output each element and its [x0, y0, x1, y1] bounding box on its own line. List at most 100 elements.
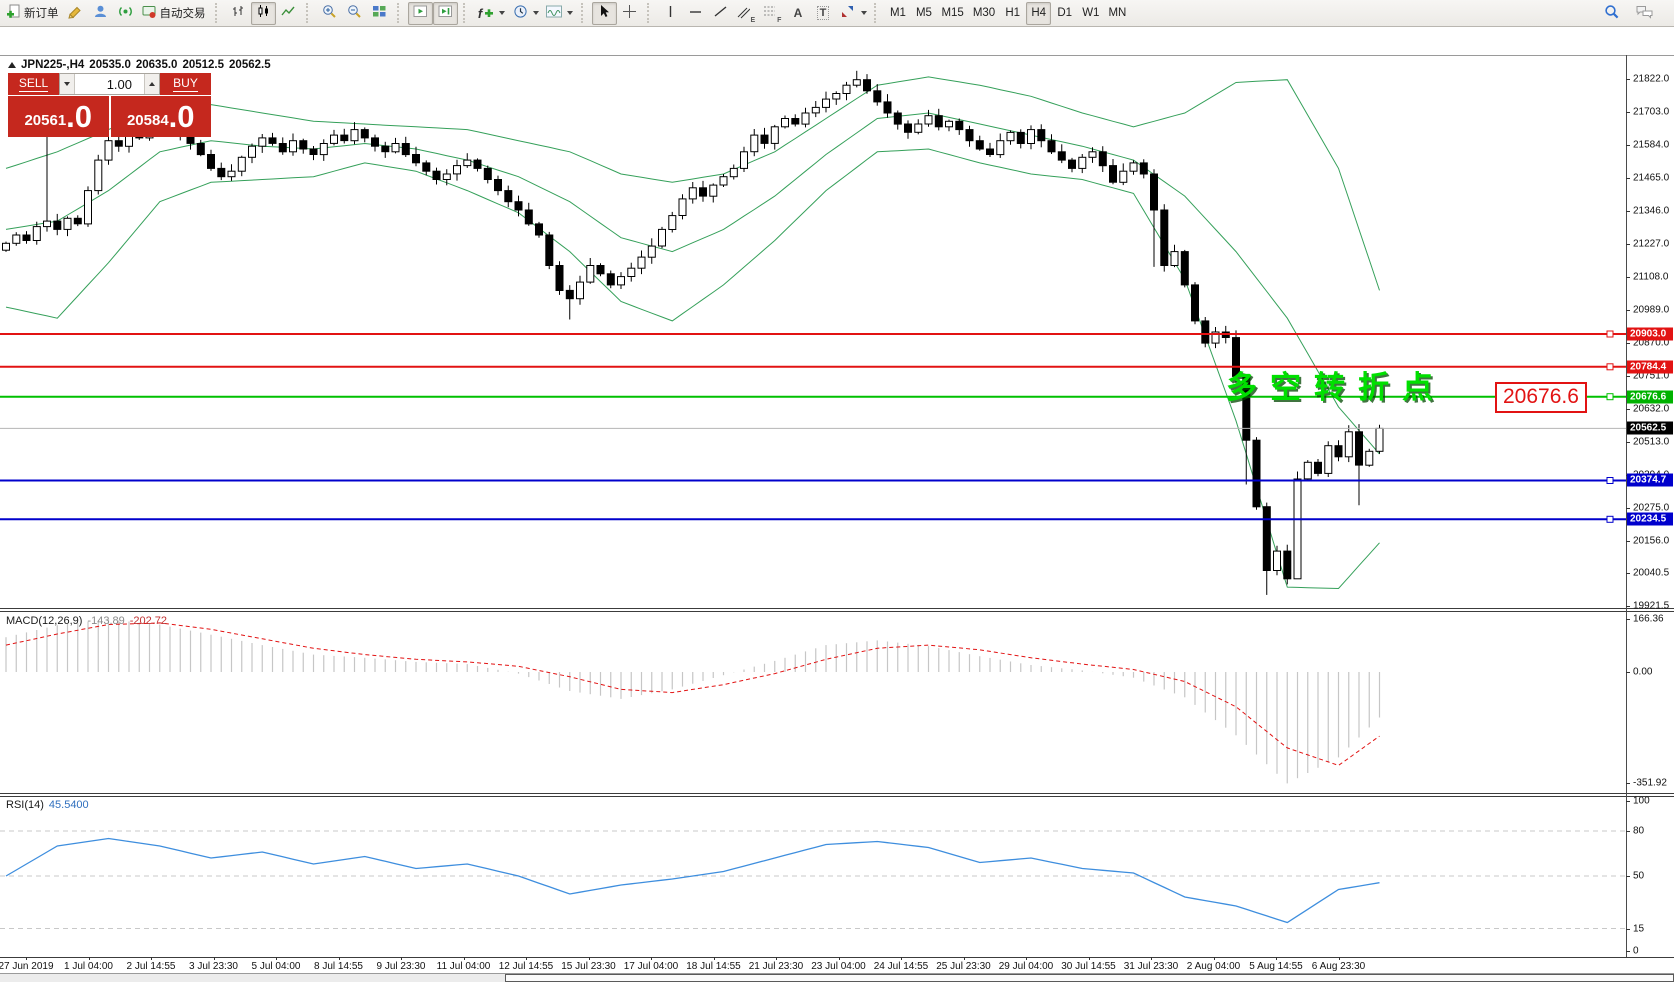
cursor-button[interactable]	[592, 2, 617, 25]
signals-button[interactable]	[113, 2, 138, 25]
line-handle[interactable]	[1607, 516, 1613, 522]
toolbar-separator	[215, 3, 222, 23]
indicators-button[interactable]: f	[474, 2, 499, 25]
candle	[74, 218, 81, 224]
equidistant-channel-button[interactable]: E	[733, 2, 760, 25]
candle	[1192, 285, 1199, 321]
price-callout-box[interactable]: 20676.6	[1495, 382, 1587, 413]
crosshair-button[interactable]	[617, 2, 642, 25]
candle	[1140, 163, 1147, 174]
timeframe-D1[interactable]: D1	[1052, 2, 1077, 25]
timeframe-M1[interactable]: M1	[885, 2, 910, 25]
axis-tick	[1626, 112, 1630, 113]
text-label-button[interactable]: T	[810, 2, 835, 25]
sell-price-button[interactable]: 20561 .0	[8, 96, 109, 137]
line-chart-button[interactable]	[276, 2, 301, 25]
candle	[54, 221, 61, 229]
zoom-in-button[interactable]	[317, 2, 342, 25]
new-order-button[interactable]: 新订单	[2, 2, 63, 25]
price-tick-label: 21465.0	[1633, 173, 1669, 184]
time-label: 2 Aug 04:00	[1187, 961, 1240, 972]
periods-dropdown[interactable]	[531, 2, 542, 25]
candle	[1366, 451, 1373, 465]
macd-pane[interactable]	[0, 612, 1626, 793]
timeframe-M15[interactable]: M15	[937, 2, 967, 25]
tile-windows-button[interactable]	[367, 2, 392, 25]
candle	[115, 141, 122, 147]
line-handle[interactable]	[1607, 394, 1613, 400]
fibonacci-button[interactable]: F	[759, 2, 785, 25]
time-tick	[651, 957, 652, 960]
volume-control: 1.00	[59, 73, 160, 95]
chat-button[interactable]	[1632, 2, 1658, 25]
templates-dropdown[interactable]	[565, 2, 576, 25]
current-price-badge: 20562.5	[1627, 422, 1673, 435]
timeframe-MN[interactable]: MN	[1104, 2, 1130, 25]
auto-scroll-button[interactable]	[408, 2, 433, 25]
timeframe-M30[interactable]: M30	[969, 2, 999, 25]
axis-tick	[1626, 145, 1630, 146]
timeframe-H4[interactable]: H4	[1026, 2, 1051, 25]
line-handle[interactable]	[1607, 478, 1613, 484]
arrows-button[interactable]	[835, 2, 860, 25]
buy-button[interactable]: BUY	[160, 73, 211, 95]
timeframe-M5[interactable]: M5	[911, 2, 936, 25]
buy-price-button[interactable]: 20584 .0	[111, 96, 212, 137]
candlestick-chart-button[interactable]	[251, 2, 276, 25]
time-label: 6 Aug 23:30	[1312, 961, 1365, 972]
line-handle[interactable]	[1607, 364, 1613, 370]
search-button[interactable]	[1599, 2, 1624, 25]
vertical-line-button[interactable]	[658, 2, 683, 25]
collapse-panel-icon[interactable]	[8, 62, 16, 68]
ohlc-low: 20512.5	[182, 59, 224, 71]
indicators-dropdown[interactable]	[497, 2, 508, 25]
templates-button[interactable]	[542, 2, 567, 25]
profile-button[interactable]	[88, 2, 113, 25]
candle	[659, 229, 666, 246]
periods-button[interactable]	[508, 2, 533, 25]
candle	[13, 235, 20, 243]
time-tick	[89, 957, 90, 960]
text-button[interactable]: A	[785, 2, 810, 25]
rsi-pane[interactable]	[0, 797, 1626, 957]
trendline-button[interactable]	[708, 2, 733, 25]
candle	[710, 185, 717, 196]
arrows-dropdown[interactable]	[858, 2, 869, 25]
axis-tick	[1626, 79, 1630, 80]
candle	[1263, 507, 1270, 571]
axis-tick	[1626, 244, 1630, 245]
candle	[761, 135, 768, 143]
zoom-out-button[interactable]	[342, 2, 367, 25]
candle	[515, 202, 522, 210]
line-handle[interactable]	[1607, 331, 1613, 337]
main-chart[interactable]	[0, 56, 1626, 608]
candle	[413, 155, 420, 163]
chart-text-annotation[interactable]: 多空转折点	[1226, 362, 1446, 407]
axis-tick	[1626, 951, 1630, 952]
volume-input[interactable]: 1.00	[75, 74, 144, 94]
candle	[556, 266, 563, 291]
sell-button[interactable]: SELL	[8, 73, 59, 95]
horizontal-line-button[interactable]	[683, 2, 708, 25]
price-tick-label: 20632.0	[1633, 404, 1669, 415]
volume-decrease-button[interactable]	[60, 74, 75, 94]
price-tick-label: 20513.0	[1633, 437, 1669, 448]
tile-windows-icon	[372, 4, 387, 22]
marker-button[interactable]	[63, 2, 88, 25]
timeframe-H1[interactable]: H1	[1000, 2, 1025, 25]
time-tick	[464, 957, 465, 960]
scrollbar-thumb[interactable]	[505, 974, 1674, 982]
algo-trading-button[interactable]: 自动交易	[138, 2, 210, 25]
timeframe-W1[interactable]: W1	[1078, 2, 1103, 25]
candle	[1038, 130, 1045, 141]
chart-shift-button[interactable]	[433, 2, 458, 25]
time-tick	[901, 957, 902, 960]
volume-increase-button[interactable]	[144, 74, 159, 94]
bar-chart-button[interactable]	[226, 2, 251, 25]
candle	[259, 138, 266, 146]
